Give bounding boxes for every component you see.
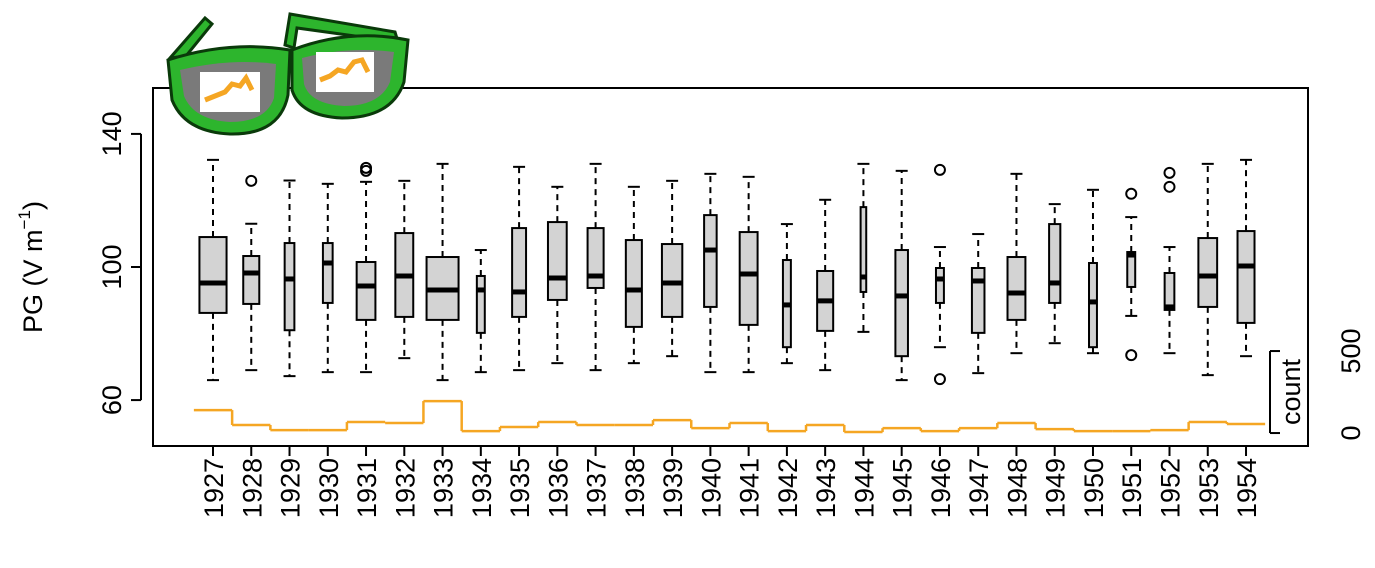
x-tick-label: 1944 xyxy=(849,458,879,518)
box xyxy=(970,266,986,334)
y2-tick-label: 0 xyxy=(1336,426,1366,441)
y-label-main: PG (V m xyxy=(18,229,48,333)
x-tick-label: 1934 xyxy=(467,458,497,518)
y-tick-label: 140 xyxy=(97,111,127,156)
x-tick-label: 1938 xyxy=(620,458,650,518)
x-tick-label: 1942 xyxy=(773,458,803,518)
x-tick-label: 1931 xyxy=(352,458,382,518)
y-tick-label: 60 xyxy=(97,385,127,415)
box xyxy=(1197,237,1219,308)
box xyxy=(586,227,605,289)
outlier xyxy=(360,164,373,177)
glasses-icon xyxy=(166,12,410,136)
box xyxy=(738,231,759,326)
x-tick-label: 1940 xyxy=(696,458,726,518)
x-tick-label: 1939 xyxy=(658,458,688,518)
x-tick-label: 1946 xyxy=(926,458,956,518)
x-tick-label: 1950 xyxy=(1079,458,1109,518)
box xyxy=(355,261,377,321)
outlier xyxy=(245,174,258,187)
outlier xyxy=(1125,349,1138,362)
y-axis-label: PG (V m−1) xyxy=(15,201,48,333)
x-tick-label: 1929 xyxy=(276,458,306,518)
x-tick-label: 1933 xyxy=(429,458,459,518)
y2-axis-label: count xyxy=(1276,358,1306,425)
box xyxy=(703,214,718,308)
y-tick-label: 100 xyxy=(97,244,127,289)
y-label-sup: −1 xyxy=(15,210,34,229)
x-tick-label: 1928 xyxy=(237,458,267,518)
outlier xyxy=(933,163,946,176)
x-tick-label: 1945 xyxy=(888,458,918,518)
x-tick-label: 1930 xyxy=(314,458,344,518)
outlier xyxy=(1125,187,1138,200)
box xyxy=(283,242,296,332)
x-tick-label: 1936 xyxy=(543,458,573,518)
x-tick-label: 1951 xyxy=(1117,458,1147,518)
x-tick-label: 1943 xyxy=(811,458,841,518)
x-tick-label: 1941 xyxy=(735,458,765,518)
box xyxy=(859,206,868,293)
outlier xyxy=(1163,166,1176,179)
box xyxy=(1048,223,1062,304)
box xyxy=(894,249,909,358)
box xyxy=(1006,256,1027,321)
box xyxy=(624,239,643,328)
x-tick-label: 1948 xyxy=(1002,458,1032,518)
outlier xyxy=(933,373,946,386)
box xyxy=(242,255,261,305)
box xyxy=(475,274,486,334)
box xyxy=(198,236,228,314)
x-tick-label: 1949 xyxy=(1041,458,1071,518)
x-tick-label: 1953 xyxy=(1194,458,1224,518)
box xyxy=(321,242,334,304)
box xyxy=(934,266,945,304)
y-label-end: ) xyxy=(18,201,48,210)
x-tick-label: 1927 xyxy=(199,458,229,518)
x-tick-label: 1932 xyxy=(390,458,420,518)
x-tick-label: 1935 xyxy=(505,458,535,518)
outlier xyxy=(1163,180,1176,193)
box xyxy=(511,227,528,318)
x-tick-label: 1954 xyxy=(1232,458,1262,518)
box xyxy=(1236,230,1256,324)
box xyxy=(1126,251,1137,288)
x-tick-label: 1952 xyxy=(1156,458,1186,518)
box xyxy=(1088,262,1098,349)
x-tick-label: 1937 xyxy=(582,458,612,518)
y2-tick-label: 500 xyxy=(1336,329,1366,374)
x-tick-label: 1947 xyxy=(964,458,994,518)
box xyxy=(546,221,568,301)
box xyxy=(1163,271,1176,311)
